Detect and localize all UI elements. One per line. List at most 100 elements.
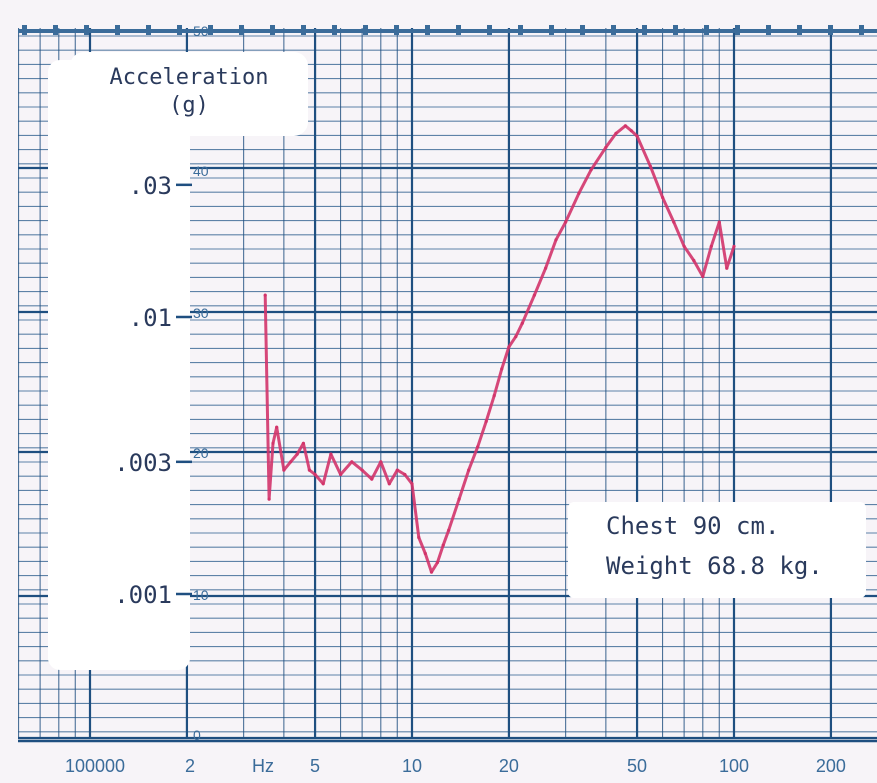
- data-point: [379, 460, 383, 464]
- data-point: [289, 460, 293, 464]
- x-tick-label: 5: [310, 756, 320, 776]
- x-tick-label: 100: [719, 756, 749, 776]
- data-point: [635, 134, 639, 138]
- data-point: [623, 124, 628, 128]
- y-tick-label: .01: [129, 304, 172, 332]
- data-point: [514, 335, 518, 339]
- y-tick-label: .001: [114, 581, 172, 609]
- scale-bar-tick: [673, 25, 678, 35]
- x-tick-label: 2: [185, 756, 195, 776]
- data-point: [672, 220, 676, 224]
- x-tick-label: 10: [402, 756, 422, 776]
- scale-bar-tick: [146, 25, 151, 35]
- scale-bar-tick: [332, 25, 337, 35]
- scale-bar-tick: [270, 25, 275, 35]
- scale-bar-tick: [208, 25, 213, 35]
- scale-bar-tick: [22, 25, 27, 35]
- data-point: [544, 266, 548, 270]
- y-tick-label: .03: [129, 172, 172, 200]
- data-point: [275, 425, 279, 429]
- data-point: [614, 131, 618, 135]
- data-point: [417, 535, 421, 540]
- data-point: [492, 394, 496, 398]
- data-point: [301, 441, 305, 445]
- scale-bar-tick: [487, 25, 492, 35]
- data-point: [339, 472, 343, 477]
- data-point: [484, 419, 488, 423]
- y-axis-panel: [48, 60, 190, 670]
- data-point: [577, 191, 581, 195]
- data-point: [500, 367, 504, 371]
- y-axis-label-box: Acceleration (g): [70, 52, 308, 136]
- scale-bar-tick: [456, 25, 461, 35]
- scale-bar-tick: [425, 25, 430, 35]
- paper-scale-label: 40: [193, 163, 209, 179]
- scale-bar-tick: [859, 25, 864, 35]
- annotation-box: Chest 90 cm. Weight 68.8 kg.: [568, 502, 866, 598]
- scale-bar-tick: [84, 25, 89, 35]
- scale-bar-tick: [797, 25, 802, 35]
- data-point: [476, 445, 480, 449]
- scale-bar-tick: [301, 25, 306, 35]
- scale-bar-tick: [642, 25, 647, 35]
- data-point: [457, 497, 461, 501]
- data-point: [564, 220, 568, 224]
- data-point: [271, 441, 275, 445]
- data-point: [423, 551, 427, 556]
- data-point: [387, 482, 391, 486]
- data-point: [467, 468, 471, 472]
- annotation-chest: Chest 90 cm.: [606, 512, 780, 540]
- scale-bar-tick: [580, 25, 585, 35]
- scale-bar-tick: [53, 25, 58, 35]
- scale-bar-tick: [363, 25, 368, 35]
- scale-bar-tick: [735, 25, 740, 35]
- x-tick-label: 50: [627, 756, 647, 776]
- data-point: [732, 244, 736, 248]
- paper-scale-label: 0: [193, 727, 201, 743]
- data-point: [589, 168, 593, 172]
- scale-bar-tick: [115, 25, 120, 35]
- data-point: [532, 293, 537, 297]
- data-point: [321, 482, 325, 486]
- data-point: [717, 220, 721, 224]
- paper-scale-label: 10: [193, 587, 209, 603]
- scale-bar-tick: [828, 25, 833, 35]
- data-point: [313, 472, 317, 477]
- data-point: [307, 468, 311, 472]
- y-axis-label: Acceleration: [109, 65, 269, 90]
- left-margin: [0, 0, 18, 783]
- paper-scale-label: 50: [193, 23, 209, 39]
- paper-scale-label: 30: [193, 305, 209, 321]
- data-point: [507, 345, 511, 349]
- y-axis-unit: (g): [169, 93, 209, 118]
- data-point: [629, 129, 634, 133]
- scale-bar-tick: [611, 25, 616, 35]
- scale-bar-tick: [518, 25, 523, 35]
- data-point: [410, 482, 414, 486]
- data-point: [370, 477, 374, 481]
- scale-bar-tick: [394, 25, 399, 35]
- data-point: [709, 244, 713, 248]
- scale-bar-tick: [704, 25, 709, 35]
- data-point: [295, 452, 299, 456]
- data-point: [520, 321, 524, 325]
- x-tick-label: Hz: [252, 756, 274, 776]
- scale-bar-tick: [766, 25, 771, 35]
- data-point: [263, 293, 267, 297]
- data-point: [395, 468, 399, 472]
- data-point: [447, 528, 451, 532]
- data-point: [661, 195, 665, 200]
- data-point: [360, 468, 364, 472]
- paper-scale-label: 20: [193, 445, 209, 461]
- data-point: [429, 570, 434, 574]
- x-tick-label: 20: [499, 756, 519, 776]
- data-point: [682, 244, 686, 248]
- data-point: [435, 560, 440, 565]
- annotation-weight: Weight 68.8 kg.: [606, 552, 823, 580]
- data-point: [648, 164, 653, 168]
- scale-bar-tick: [239, 25, 244, 35]
- data-point: [267, 497, 271, 501]
- data-point: [282, 468, 286, 472]
